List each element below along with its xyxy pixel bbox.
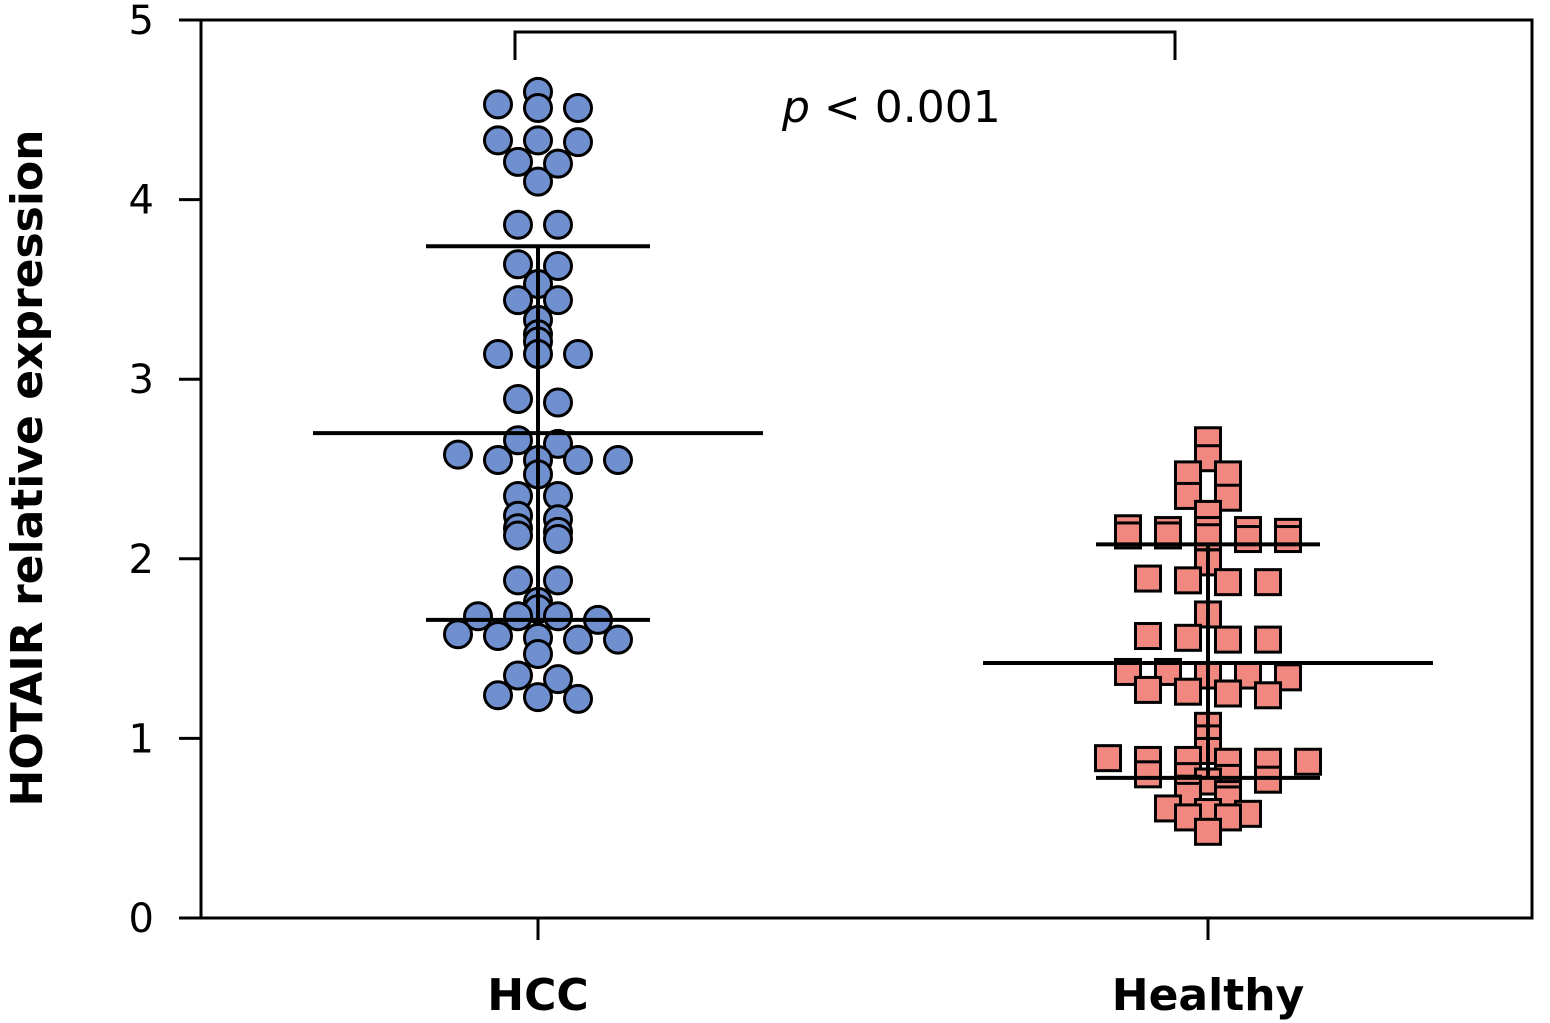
data-point-healthy (1254, 681, 1282, 710)
data-point-hcc (543, 148, 573, 179)
data-point-hcc (483, 125, 513, 156)
data-marks (443, 76, 1322, 846)
data-point-healthy (1134, 760, 1162, 789)
p-value-text: < 0.001 (810, 82, 1001, 133)
data-point-hcc (483, 445, 513, 476)
data-point-hcc (563, 624, 593, 655)
x-tick-label: HCC (487, 970, 588, 1021)
data-point-healthy (1134, 564, 1162, 593)
data-point-hcc (483, 621, 513, 652)
data-point-hcc (503, 383, 533, 414)
data-point-hcc (483, 339, 513, 370)
data-point-hcc (503, 601, 533, 632)
data-point-healthy (1174, 566, 1202, 595)
y-tick-label: 4 (129, 178, 154, 224)
data-point-healthy (1274, 525, 1302, 554)
data-point-hcc (483, 89, 513, 120)
data-point-hcc (443, 619, 473, 650)
data-point-hcc (543, 664, 573, 695)
y-tick-label: 5 (129, 0, 154, 44)
mean-sd-bars (313, 244, 1433, 780)
y-tick-label: 1 (129, 716, 154, 762)
significance-bracket (513, 30, 1177, 60)
data-point-hcc (543, 251, 573, 282)
data-point-healthy (1214, 625, 1242, 654)
data-point-healthy (1214, 460, 1242, 489)
y-tick-label: 0 (129, 896, 154, 942)
data-point-hcc (503, 285, 533, 316)
data-point-healthy (1094, 744, 1122, 773)
data-point-healthy (1234, 525, 1262, 554)
data-point-hcc (503, 660, 533, 691)
data-point-healthy (1214, 679, 1242, 708)
data-point-healthy (1134, 622, 1162, 651)
p-symbol: p (781, 82, 810, 133)
y-axis-title: HOTAIR relative expression (2, 130, 53, 807)
data-point-hcc (523, 166, 553, 197)
data-point-hcc (463, 601, 493, 632)
data-point-hcc (503, 249, 533, 280)
data-point-hcc (563, 339, 593, 370)
x-tick-label: Healthy (1112, 970, 1304, 1021)
data-point-hcc (483, 680, 513, 711)
data-point-healthy (1134, 675, 1162, 704)
data-point-hcc (603, 624, 633, 655)
y-tick-label: 3 (129, 357, 154, 403)
bracket-line (513, 30, 1177, 60)
data-point-healthy (1254, 568, 1282, 597)
data-point-hcc (543, 524, 573, 555)
data-point-hcc (563, 93, 593, 124)
data-point-hcc (503, 520, 533, 551)
axes: 0 1 2 3 4 5 HCC Healthy (129, 0, 1534, 1021)
data-point-hcc (543, 285, 573, 316)
data-point-healthy (1194, 817, 1222, 846)
data-point-hcc (543, 601, 573, 632)
data-point-hcc (523, 93, 553, 124)
data-point-hcc (503, 209, 533, 240)
data-point-hcc (543, 428, 573, 459)
data-point-hcc (523, 638, 553, 669)
data-point-hcc (563, 683, 593, 714)
data-point-hcc (523, 125, 553, 156)
data-point-hcc (443, 439, 473, 470)
data-point-healthy (1254, 625, 1282, 654)
data-point-hcc (503, 146, 533, 177)
data-point-hcc (563, 445, 593, 476)
data-point-hcc (543, 565, 573, 596)
data-point-hcc (523, 682, 553, 713)
data-point-hcc (563, 127, 593, 158)
data-point-hcc (503, 565, 533, 596)
p-value-annotation: p < 0.001 (781, 82, 1001, 133)
y-tick-label: 2 (129, 537, 154, 583)
data-point-healthy (1294, 747, 1322, 776)
data-point-healthy (1174, 677, 1202, 706)
data-point-hcc (603, 445, 633, 476)
data-point-healthy (1174, 623, 1202, 652)
data-point-hcc (543, 387, 573, 418)
data-point-healthy (1214, 568, 1242, 597)
plot-frame (199, 18, 1534, 920)
data-point-hcc (543, 209, 573, 240)
